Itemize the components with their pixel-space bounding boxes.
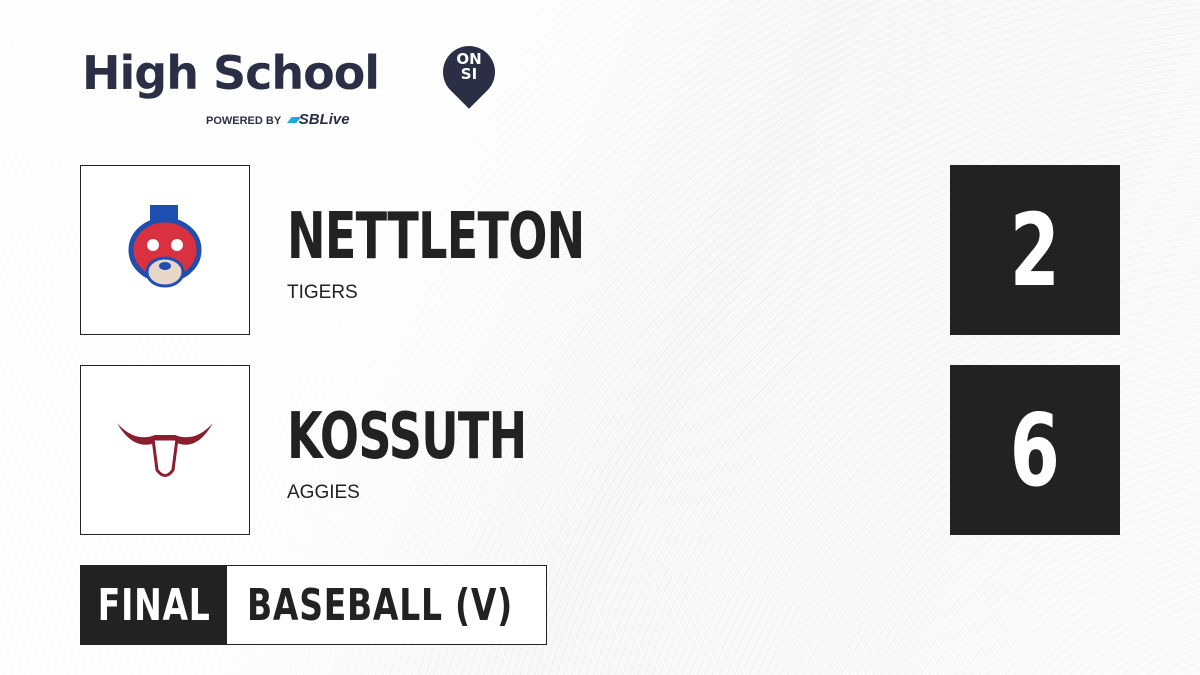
sblive-logo: ▰SBLive <box>287 111 350 128</box>
team-logo-kossuth <box>80 365 250 535</box>
sport-label: BASEBALL (V) <box>247 579 513 631</box>
tiger-icon <box>128 205 202 288</box>
high-school-on-si-logo: High School ON SI POWERED BY ▰SBLive <box>82 35 506 128</box>
away-team-name: KOSSUTH <box>287 400 527 474</box>
away-team-mascot: AGGIES <box>287 482 360 503</box>
longhorn-icon <box>117 423 213 477</box>
game-status-bar: FINAL BASEBALL (V) <box>80 565 547 645</box>
home-team-mascot: TIGERS <box>287 282 358 303</box>
team-logo-nettleton <box>80 165 250 335</box>
away-team-score: 6 <box>950 365 1120 535</box>
home-team-name: NETTLETON <box>287 200 585 274</box>
final-badge: FINAL <box>81 566 227 644</box>
home-team-score: 2 <box>950 165 1120 335</box>
